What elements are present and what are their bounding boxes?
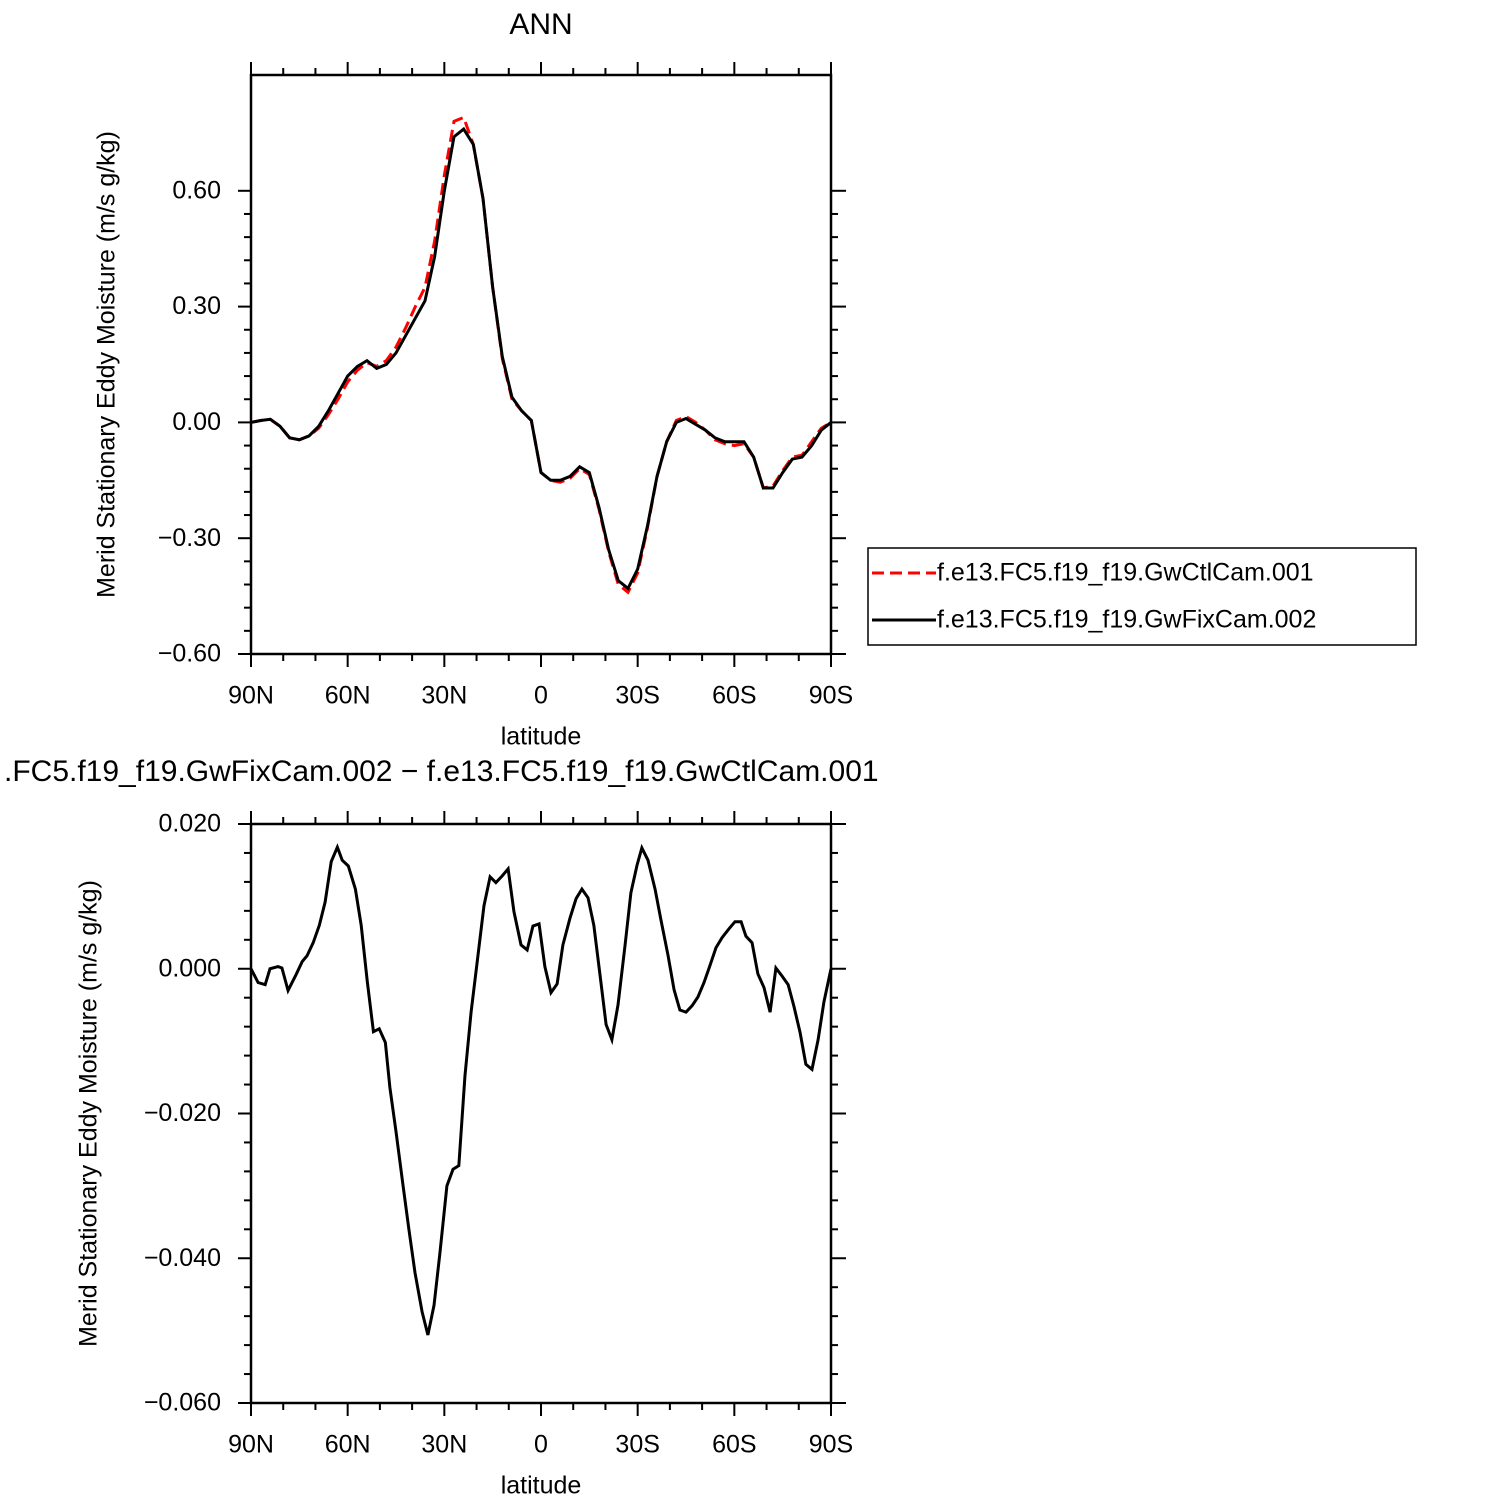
y-tick-label: −0.040	[144, 1244, 221, 1272]
data-line	[250, 115, 832, 595]
chart-title: ANN	[509, 8, 572, 41]
x-tick-label: 60S	[712, 1431, 756, 1459]
legend-box	[867, 547, 1417, 646]
data-line	[250, 126, 832, 591]
y-axis-label: Merid Stationary Eddy Moisture (m/s g/kg…	[93, 131, 121, 598]
y-tick-label: 0.00	[172, 408, 221, 436]
x-tick-label: 30N	[421, 1431, 467, 1459]
x-tick-label: 60S	[712, 682, 756, 710]
legend-label: f.e13.FC5.f19_f19.GwFixCam.002	[937, 606, 1316, 634]
x-axis-label: latitude	[501, 723, 582, 751]
x-axis-label: latitude	[501, 1472, 582, 1500]
y-tick-label: 0.020	[158, 810, 221, 838]
y-tick-label: 0.30	[172, 292, 221, 320]
y-tick-label: −0.30	[158, 524, 221, 552]
y-tick-label: −0.020	[144, 1099, 221, 1127]
plot-frame	[249, 73, 833, 656]
x-tick-label: 30S	[615, 682, 659, 710]
data-line	[249, 843, 833, 1336]
x-tick-label: 90S	[809, 1431, 853, 1459]
y-tick-label: −0.060	[144, 1389, 221, 1417]
x-tick-label: 90S	[809, 682, 853, 710]
plot-frame	[249, 822, 833, 1405]
y-tick-label: −0.60	[158, 640, 221, 668]
legend-label: f.e13.FC5.f19_f19.GwCtlCam.001	[937, 559, 1314, 587]
x-tick-label: 30S	[615, 1431, 659, 1459]
x-tick-label: 90N	[228, 682, 274, 710]
y-axis-label: Merid Stationary Eddy Moisture (m/s g/kg…	[75, 880, 103, 1347]
x-tick-label: 90N	[228, 1431, 274, 1459]
y-tick-label: 0.000	[158, 954, 221, 982]
x-tick-label: 60N	[325, 682, 371, 710]
y-tick-label: 0.60	[172, 176, 221, 204]
chart-title: .FC5.f19_f19.GwFixCam.002 − f.e13.FC5.f1…	[4, 755, 879, 788]
x-tick-label: 0	[534, 682, 548, 710]
x-tick-label: 30N	[421, 682, 467, 710]
x-tick-label: 0	[534, 1431, 548, 1459]
x-tick-label: 60N	[325, 1431, 371, 1459]
